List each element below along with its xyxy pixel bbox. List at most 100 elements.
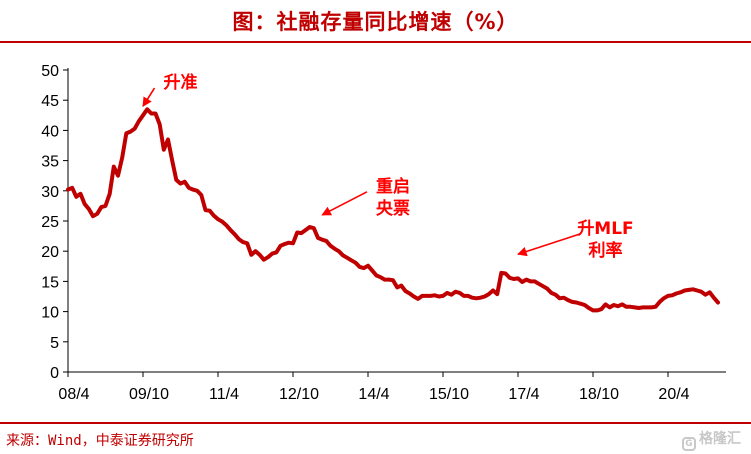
annotation-label: 升准 [164, 73, 198, 93]
data-point [628, 305, 633, 309]
data-point [358, 265, 362, 269]
data-point [416, 297, 420, 301]
data-point [116, 174, 120, 178]
data-point [458, 291, 462, 295]
watermark-text: 格隆汇 [699, 431, 741, 447]
data-point [624, 305, 628, 309]
data-point [399, 284, 403, 288]
data-point [378, 275, 383, 279]
data-point [137, 119, 141, 123]
data-point [295, 230, 299, 235]
annotation-label: 央票 [376, 198, 410, 219]
y-tick-label: 20 [41, 244, 59, 261]
data-point [599, 307, 603, 311]
data-point [303, 228, 308, 232]
data-point [470, 296, 474, 300]
data-point [612, 303, 616, 307]
data-point [387, 278, 391, 282]
data-point [595, 308, 599, 312]
data-point [91, 214, 95, 218]
x-tick-label: 17/4 [508, 386, 539, 403]
data-point [528, 279, 533, 283]
data-point [662, 296, 666, 300]
data-point [512, 277, 516, 281]
data-point [345, 256, 349, 260]
x-tick-label: 20/4 [658, 386, 689, 403]
data-point [424, 294, 428, 298]
data-point [558, 296, 562, 300]
data-point [312, 226, 316, 230]
data-point [133, 127, 137, 131]
data-point [195, 189, 199, 193]
data-point [103, 204, 108, 208]
data-point [228, 228, 233, 232]
data-point [653, 305, 658, 309]
data-point [199, 193, 203, 197]
data-point [337, 249, 341, 253]
data-point [308, 225, 312, 229]
data-point [645, 305, 649, 309]
data-point [158, 122, 162, 126]
data-point [687, 288, 691, 292]
data-point [695, 288, 699, 293]
data-point [403, 289, 408, 293]
data-point [670, 293, 674, 297]
data-point [178, 182, 183, 186]
data-point [549, 291, 553, 295]
data-point [249, 253, 253, 257]
x-tick-label: 08/4 [58, 386, 89, 403]
data-point [291, 241, 295, 245]
line-chart: 0 5 10 15 20 25 30 35 40 45 50 08/4 09/10 11/4 12/10 1… [41, 63, 726, 403]
annotation-label: 升MLF [577, 219, 633, 239]
annotation-label: 利率 [589, 240, 623, 261]
x-tick-label: 14/4 [358, 386, 389, 403]
data-point [499, 271, 503, 275]
data-point [70, 186, 74, 190]
y-tick-label: 10 [41, 305, 59, 322]
annotation-label: 重启 [376, 176, 410, 197]
data-point [391, 278, 395, 282]
data-point [383, 278, 387, 282]
data-point [478, 296, 483, 300]
data-point [324, 239, 328, 243]
data-point [445, 291, 449, 295]
data-point [616, 304, 620, 308]
y-tick-label: 15 [41, 274, 59, 291]
y-tick-label: 50 [41, 63, 59, 80]
data-point [691, 287, 695, 291]
data-point [328, 244, 333, 248]
data-point [637, 306, 641, 310]
data-point [245, 241, 249, 245]
data-point [349, 258, 353, 262]
data-point [153, 111, 158, 116]
data-point [170, 159, 174, 163]
data-point [212, 214, 216, 218]
data-point [203, 208, 208, 212]
data-point [524, 278, 528, 282]
data-point [366, 264, 370, 268]
data-point [149, 111, 153, 116]
data-point [466, 294, 470, 298]
watermark-logo-icon: G [682, 437, 696, 451]
data-point [95, 212, 99, 216]
data-point [258, 253, 262, 257]
data-point [183, 180, 187, 184]
data-point [233, 232, 237, 236]
data-point [162, 148, 166, 152]
data-point [495, 292, 499, 296]
y-tick-label: 40 [41, 123, 59, 140]
data-point [453, 290, 458, 294]
data-point [716, 300, 720, 305]
data-point [553, 293, 558, 297]
y-tick-label: 25 [41, 214, 59, 231]
data-point [449, 293, 453, 297]
data-point [320, 238, 324, 242]
data-point [537, 282, 541, 286]
data-point [420, 294, 424, 298]
data-point [412, 294, 416, 299]
data-point [408, 291, 412, 296]
x-tick-label: 12/10 [279, 386, 319, 403]
data-point [433, 293, 437, 297]
data-point [108, 192, 112, 196]
